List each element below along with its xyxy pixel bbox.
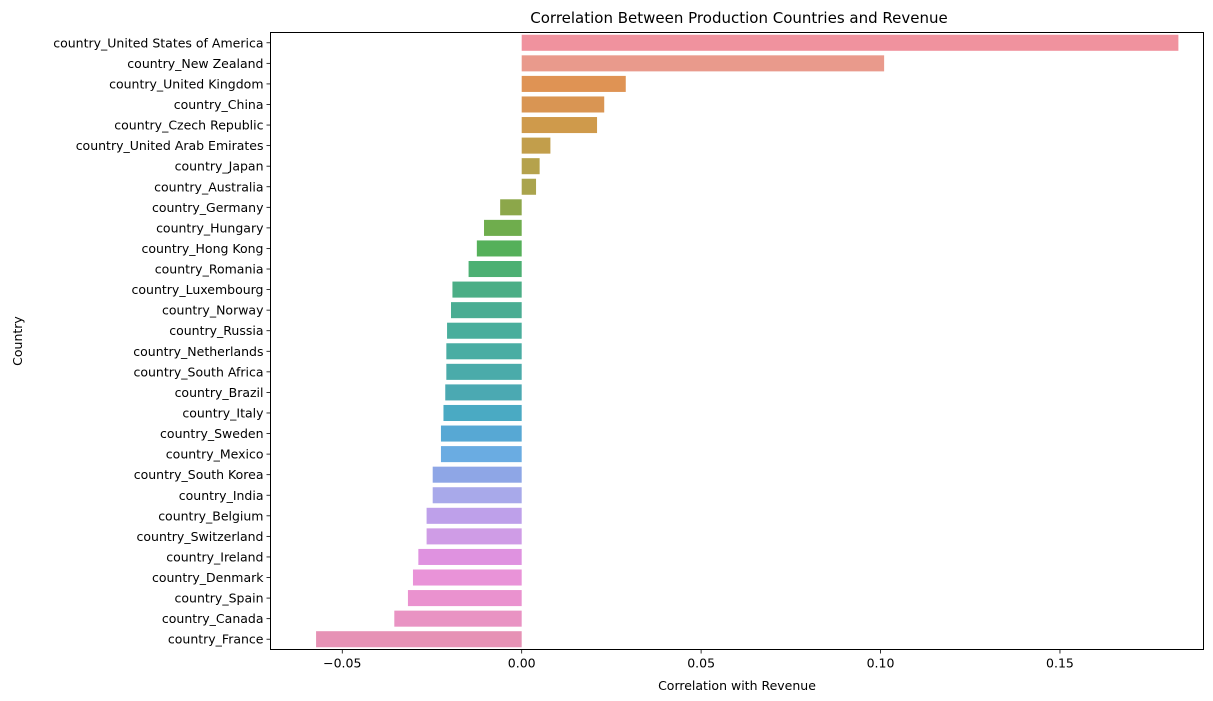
bar-australia [521,178,537,195]
bar-brazil [445,384,522,401]
bar-russia [447,322,522,339]
bar-canada [394,610,522,627]
bar-sweden [440,425,522,442]
bar-united-arab-emirates [521,137,551,154]
bar-south-africa [446,363,522,380]
y-tick-label: country_United States of America [53,35,263,50]
y-tick-label: country_Hong Kong [141,241,263,256]
bar-united-states-of-america [521,34,1179,51]
x-tick-label: 0.00 [508,656,536,671]
chart-title: Correlation Between Production Countries… [530,9,947,27]
bar-ireland [418,548,522,565]
bar-luxembourg [452,281,522,298]
y-tick-label: country_Czech Republic [114,118,263,133]
bars-layer [316,34,1179,648]
bar-hong-kong [476,240,522,257]
y-axis-ticks: country_United States of America country_… [53,35,271,647]
bar-denmark [412,569,522,586]
y-tick-label: country_Spain [175,591,264,606]
y-tick-label: country_Switzerland [137,529,264,544]
bar-new-zealand [521,55,885,72]
bar-china [521,96,605,113]
x-tick-label: 0.05 [687,656,715,671]
x-axis-label: Correlation with Revenue [658,678,816,693]
bar-spain [407,590,522,607]
bar-japan [521,158,540,175]
y-tick-label: country_Brazil [175,385,264,400]
y-tick-label: country_Luxembourg [132,282,264,297]
bar-belgium [426,507,522,524]
y-tick-label: country_Russia [169,323,263,338]
bar-czech-republic [521,117,598,134]
bar-united-kingdom [521,75,626,92]
y-tick-label: country_Ireland [166,549,263,564]
bar-switzerland [426,528,522,545]
x-tick-label: −0.05 [323,656,361,671]
bar-india [432,487,522,504]
y-tick-label: country_Australia [154,179,263,194]
y-tick-label: country_Belgium [158,508,263,523]
y-tick-label: country_China [174,97,264,112]
bar-italy [443,404,522,422]
y-tick-label: country_New Zealand [127,56,263,71]
plot-frame [270,32,1204,650]
y-tick-label: country_Norway [162,303,264,318]
y-tick-label: country_Mexico [166,447,264,462]
y-tick-label: country_Italy [182,405,264,420]
y-tick-label: country_Sweden [160,426,263,441]
y-tick-label: country_United Arab Emirates [76,138,264,153]
y-tick-label: country_United Kingdom [109,76,263,91]
bar-mexico [440,446,522,463]
bar-romania [468,260,522,278]
y-tick-label: country_Hungary [156,220,264,235]
bar-netherlands [446,343,522,360]
y-tick-label: country_France [168,632,264,647]
x-axis-ticks: −0.05 0.00 0.05 0.10 0.15 [323,649,1074,671]
y-tick-label: country_South Africa [133,364,263,379]
y-tick-label: country_Denmark [152,570,264,585]
bar-norway [450,302,522,319]
bar-south-korea [432,466,522,483]
y-tick-label: country_Romania [155,262,264,277]
x-tick-label: 0.10 [867,656,895,671]
y-tick-label: country_South Korea [134,467,264,482]
y-tick-label: country_Netherlands [133,344,263,359]
bar-france [316,631,522,648]
x-tick-label: 0.15 [1046,656,1074,671]
y-tick-label: country_Japan [175,159,264,174]
y-tick-label: country_Canada [162,611,264,626]
y-tick-label: country_Germany [152,200,264,215]
bar-germany [500,199,522,216]
y-tick-label: country_India [179,488,264,503]
bar-hungary [484,219,522,236]
y-axis-label: Country [10,316,25,366]
